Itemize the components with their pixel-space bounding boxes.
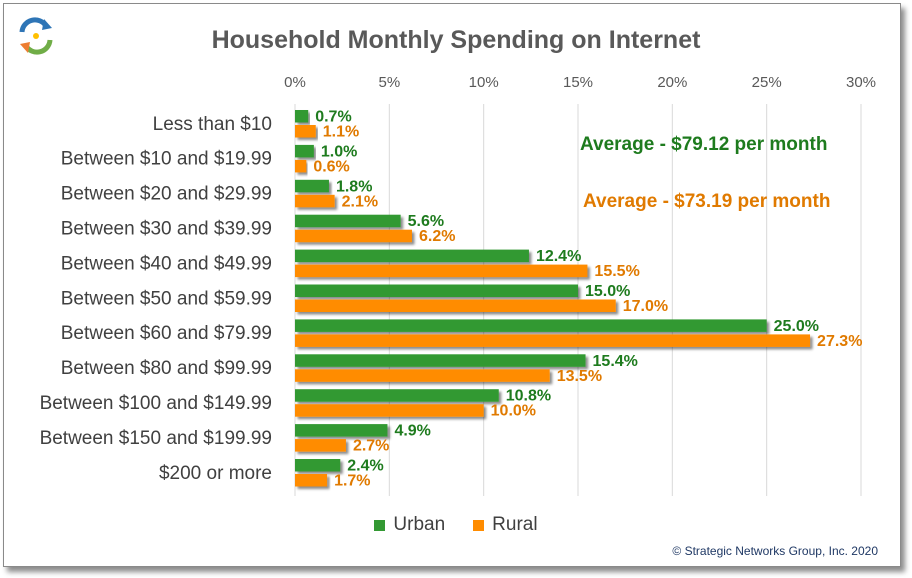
bar-rural (295, 474, 328, 487)
bar-rural (295, 229, 412, 243)
x-tick-label: 30% (846, 74, 876, 91)
x-tick-label: 15% (563, 74, 593, 91)
data-label-rural: 6.2% (419, 228, 455, 245)
legend-swatch-urban (374, 519, 386, 531)
category-label: Between $80 and $99.99 (61, 358, 272, 379)
chart-title: Household Monthly Spending on Internet (211, 26, 701, 54)
data-label-rural: 1.7% (334, 473, 370, 490)
bar-urban (295, 284, 578, 297)
legend-label-urban: Urban (393, 514, 446, 535)
data-label-rural: 2.1% (342, 193, 378, 210)
bar-urban (295, 459, 341, 472)
chart-frame: Household Monthly Spending on Internet 0… (3, 3, 901, 567)
data-label-rural: 15.5% (594, 263, 639, 280)
data-label-rural: 17.0% (623, 298, 668, 315)
data-label-urban: 1.0% (321, 143, 357, 160)
bar-urban (295, 249, 529, 263)
category-label: Between $10 and $19.99 (61, 149, 272, 170)
category-label: Between $100 and $149.99 (40, 393, 272, 414)
data-label-urban: 4.9% (394, 423, 430, 440)
data-label-urban: 2.4% (347, 458, 383, 475)
bar-rural (295, 299, 616, 312)
chart-legend: Urban Rural (4, 514, 908, 536)
data-label-rural: 2.7% (353, 438, 389, 455)
bar-urban (295, 144, 314, 158)
bar-rural (295, 194, 335, 208)
bar-urban (295, 214, 401, 228)
x-tick-label: 25% (752, 74, 782, 91)
category-label: Between $40 and $49.99 (61, 253, 272, 274)
category-label: Between $30 and $39.99 (61, 218, 272, 239)
bar-chart-plot: 0% 5% 10% 15% 20% 25% 30% Less than $10 Between … (40, 74, 876, 496)
data-label-urban: 10.8% (506, 388, 551, 405)
category-label: $200 or more (159, 463, 272, 484)
data-label-rural: 1.1% (323, 124, 359, 141)
bar-rural (295, 125, 316, 138)
copyright-notice: © Strategic Networks Group, Inc. 2020 (672, 544, 878, 558)
bar-rural (295, 404, 484, 417)
category-label: Less than $10 (153, 114, 272, 135)
x-tick-label: 0% (284, 74, 306, 91)
bar-urban (295, 179, 329, 193)
bar-rural (295, 369, 550, 382)
data-label-urban: 15.4% (593, 353, 638, 370)
data-label-urban: 5.6% (408, 213, 444, 230)
recycle-arrows-icon (19, 17, 53, 55)
bar-urban (295, 389, 499, 402)
urban-average-annotation: Average - $79.12 per month (580, 134, 828, 155)
data-label-rural: 13.5% (557, 368, 602, 385)
bar-rural (295, 264, 588, 278)
legend-label-rural: Rural (492, 514, 538, 535)
legend-item-urban: Urban (374, 514, 445, 536)
bar-rural (295, 439, 346, 452)
data-label-urban: 25.0% (774, 318, 819, 335)
x-tick-label: 10% (469, 74, 499, 91)
category-label: Between $50 and $59.99 (61, 288, 272, 309)
category-label: Between $20 and $29.99 (61, 184, 272, 205)
data-label-urban: 0.7% (315, 109, 351, 126)
data-label-rural: 10.0% (491, 403, 536, 420)
data-label-urban: 15.0% (585, 283, 630, 300)
x-tick-label: 5% (378, 74, 400, 91)
bar-urban (295, 319, 767, 332)
bar-urban (295, 110, 309, 123)
data-label-urban: 12.4% (536, 248, 581, 265)
category-label: Between $60 and $79.99 (61, 323, 272, 344)
legend-swatch-rural (473, 519, 485, 531)
category-label: Between $150 and $199.99 (40, 428, 272, 449)
data-label-rural: 0.6% (313, 158, 349, 175)
data-label-rural: 27.3% (817, 333, 862, 350)
x-tick-label: 20% (657, 74, 687, 91)
bar-rural (295, 334, 811, 347)
bar-rural (295, 159, 307, 173)
legend-item-rural: Rural (473, 514, 538, 536)
bar-urban (295, 354, 586, 367)
bar-urban (295, 424, 388, 437)
data-label-urban: 1.8% (336, 178, 372, 195)
rural-average-annotation: Average - $73.19 per month (583, 191, 831, 212)
